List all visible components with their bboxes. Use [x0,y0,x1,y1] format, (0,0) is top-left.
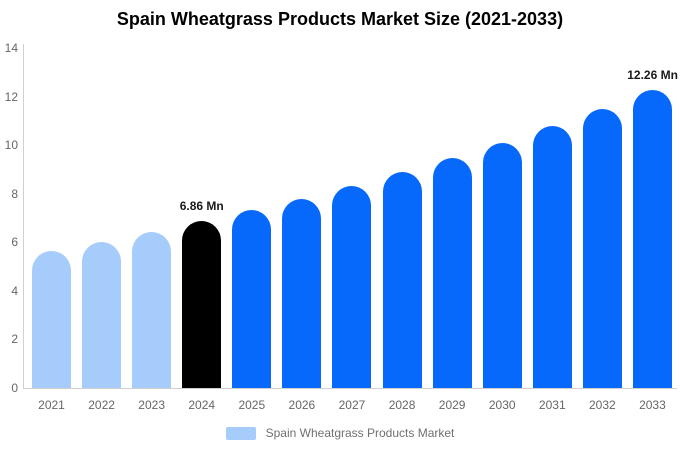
x-label-2030: 2030 [488,398,516,412]
y-tick-14: 14 [4,41,18,55]
x-axis-labels: 2021 2022 2023 2024 2025 2026 2027 2028 2029 2030… [32,398,672,412]
bar-2023[interactable] [132,231,172,388]
x-label-2023: 2023 [138,398,165,412]
y-axis-line [23,44,24,389]
bar-2025[interactable] [232,210,272,388]
bar-2027[interactable] [332,185,372,388]
y-tick-4: 4 [11,283,18,298]
bar-2029[interactable] [432,158,472,388]
bar-value-label-2024: 6.86 Mn [179,199,224,214]
chart-title: Spain Wheatgrass Products Market Size (2… [116,9,564,29]
y-tick-6: 6 [11,235,18,250]
y-tick-8: 8 [11,186,18,201]
y-tick-0: 0 [11,381,18,395]
x-label-2031: 2031 [538,398,566,412]
x-label-2024: 2024 [188,398,216,412]
x-label-2029: 2029 [438,398,466,412]
bar-2024[interactable]: 6.86 Mn [180,199,224,388]
y-tick-10: 10 [4,138,18,153]
legend-swatch [225,426,256,440]
x-label-2021: 2021 [38,398,65,412]
y-tick-2: 2 [11,332,18,347]
legend-item[interactable]: Spain Wheatgrass Products Market [0,426,680,440]
bar-2032[interactable] [582,108,622,388]
x-label-2022: 2022 [88,398,115,412]
bar-2028[interactable] [382,172,422,388]
bar-value-label-2033: 12.26 Mn [627,68,678,83]
bar-2022[interactable] [82,241,122,388]
bar-2031[interactable] [532,126,572,388]
x-label-2025: 2025 [238,398,266,412]
x-label-2032: 2032 [589,398,616,412]
x-axis-line [23,388,677,389]
legend-label: Spain Wheatgrass Products Market [265,426,455,440]
x-label-2027: 2027 [338,398,366,412]
y-tick-12: 12 [4,89,18,104]
x-label-2026: 2026 [288,398,316,412]
bar-2021[interactable] [32,250,71,388]
bar-2030[interactable] [482,142,522,388]
plot-area: 6.86 Mn 12.26 Mn [32,48,678,388]
x-label-2033: 2033 [639,398,666,412]
bar-2033[interactable]: 12.26 Mn [627,68,678,388]
x-label-2028: 2028 [388,398,416,412]
bar-2026[interactable] [282,198,322,388]
